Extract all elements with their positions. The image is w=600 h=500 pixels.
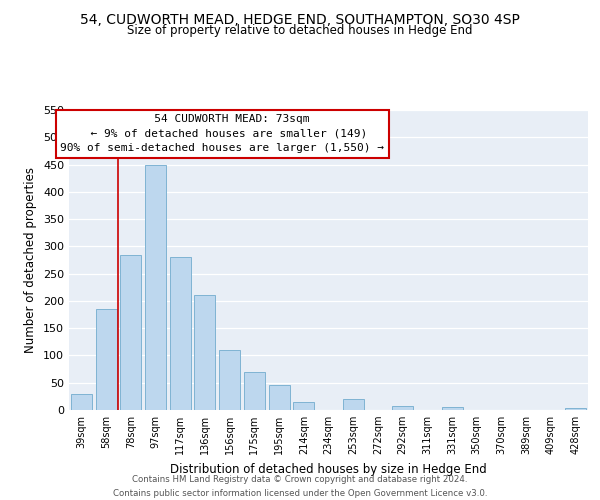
Bar [145,164,166,410]
Y-axis label: Number of detached properties: Number of detached properties [25,167,37,353]
Bar [293,402,314,410]
Bar [442,408,463,410]
Bar [392,406,413,410]
Bar [244,372,265,410]
Bar [71,394,92,410]
Bar [343,399,364,410]
Text: Size of property relative to detached houses in Hedge End: Size of property relative to detached ho… [127,24,473,37]
X-axis label: Distribution of detached houses by size in Hedge End: Distribution of detached houses by size … [170,462,487,475]
Text: Contains HM Land Registry data © Crown copyright and database right 2024.
Contai: Contains HM Land Registry data © Crown c… [113,476,487,498]
Text: 54 CUDWORTH MEAD: 73sqm
  ← 9% of detached houses are smaller (149)
90% of semi-: 54 CUDWORTH MEAD: 73sqm ← 9% of detached… [60,114,384,154]
Bar [269,386,290,410]
Bar [565,408,586,410]
Text: 54, CUDWORTH MEAD, HEDGE END, SOUTHAMPTON, SO30 4SP: 54, CUDWORTH MEAD, HEDGE END, SOUTHAMPTO… [80,12,520,26]
Bar [219,350,240,410]
Bar [194,296,215,410]
Bar [170,258,191,410]
Bar [120,254,141,410]
Bar [95,309,116,410]
